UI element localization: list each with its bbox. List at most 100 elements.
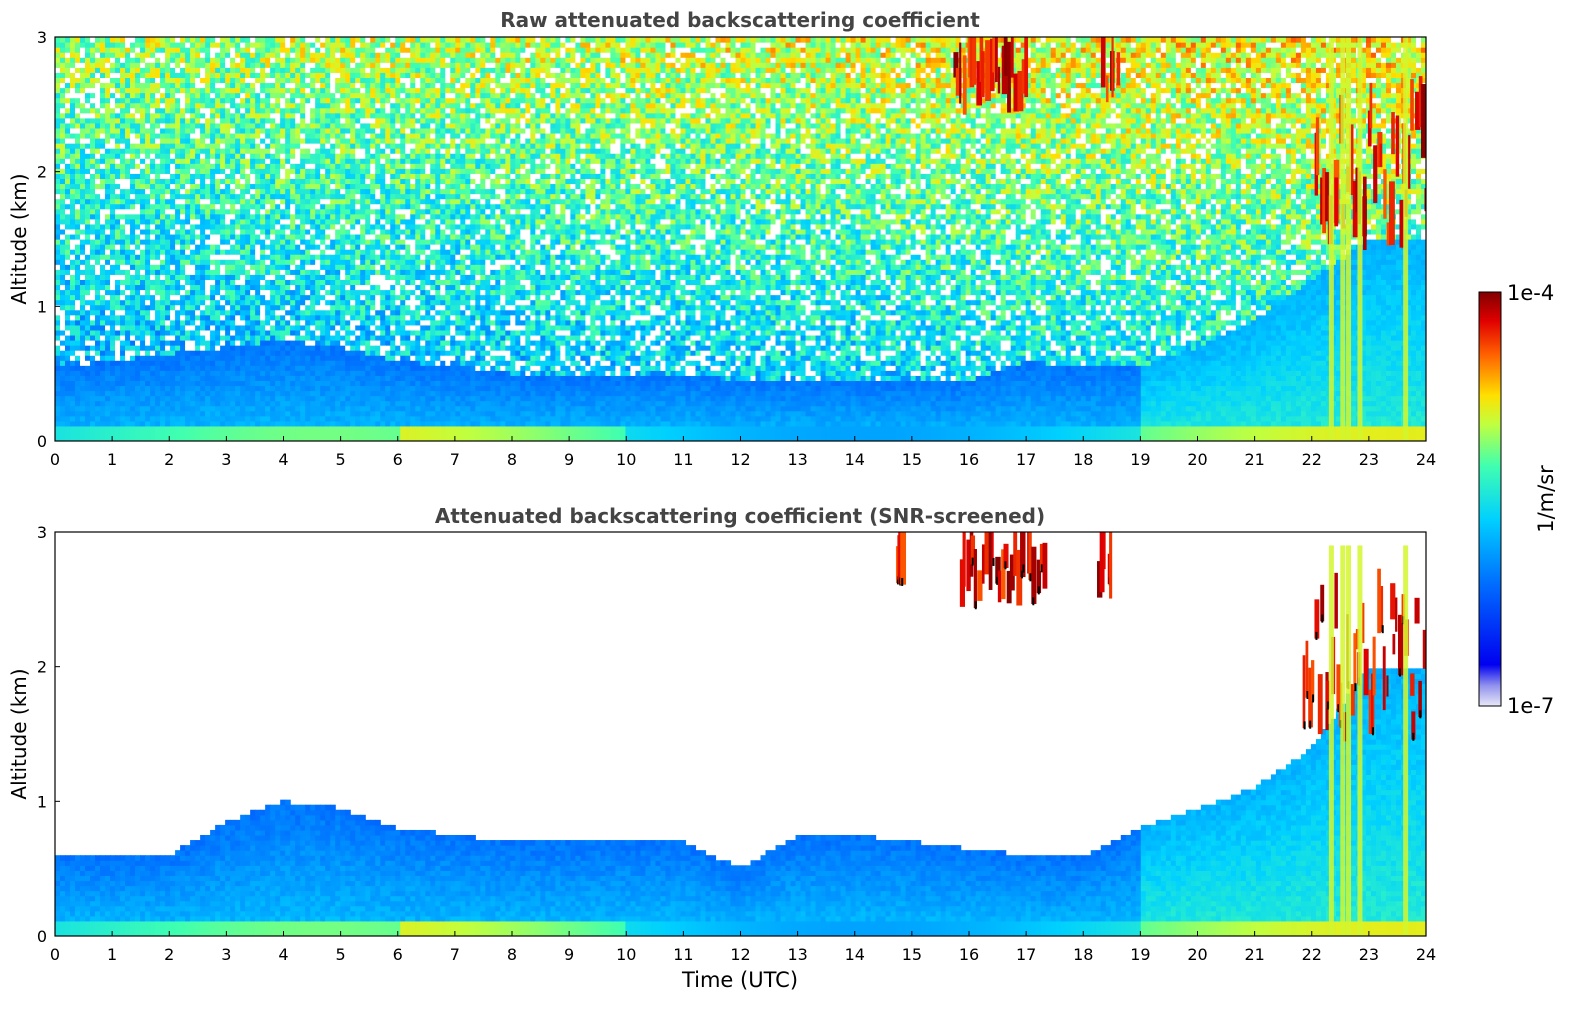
heatmap-cell xyxy=(120,259,126,265)
heatmap-cell xyxy=(135,365,141,371)
heatmap-cell xyxy=(135,193,141,200)
heatmap-cell xyxy=(160,218,166,225)
heatmap-cell xyxy=(295,400,301,407)
heatmap-cell xyxy=(335,274,341,280)
heatmap-cell xyxy=(275,319,281,326)
heatmap-cell xyxy=(330,223,336,230)
heatmap-cell xyxy=(140,395,146,402)
heatmap-cell xyxy=(180,415,186,422)
heatmap-cell xyxy=(195,254,201,260)
heatmap-cell xyxy=(360,213,366,220)
heatmap-cell xyxy=(215,239,221,245)
heatmap-cell xyxy=(350,193,356,200)
heatmap-cell xyxy=(355,430,361,437)
heatmap-cell xyxy=(120,158,126,164)
heatmap-cell xyxy=(135,132,141,139)
heatmap-cell xyxy=(215,52,221,58)
heatmap-cell xyxy=(285,158,291,164)
heatmap-cell xyxy=(305,72,311,78)
heatmap-cell xyxy=(195,52,201,58)
heatmap-cell xyxy=(205,340,211,346)
heatmap-cell xyxy=(190,97,196,104)
heatmap-cell xyxy=(305,329,311,336)
heatmap-cell xyxy=(115,218,121,225)
heatmap-cell xyxy=(215,168,221,174)
heatmap-cell xyxy=(220,188,226,195)
heatmap-cell xyxy=(95,254,101,260)
heatmap-cell xyxy=(165,158,171,164)
heatmap-cell xyxy=(295,92,301,99)
heatmap-cell xyxy=(250,279,256,286)
heatmap-cell xyxy=(320,188,326,195)
heatmap-cell xyxy=(280,117,286,124)
heatmap-cell xyxy=(355,259,361,265)
heatmap-cell xyxy=(345,249,351,255)
heatmap-cell xyxy=(350,360,356,366)
heatmap-cell xyxy=(265,138,271,144)
heatmap-cell xyxy=(355,360,361,366)
heatmap-cell xyxy=(155,188,161,195)
heatmap-cell xyxy=(330,279,336,286)
heatmap-cell xyxy=(280,425,286,432)
heatmap-cell xyxy=(110,340,116,346)
heatmap-cell xyxy=(145,107,151,114)
heatmap-cell xyxy=(270,42,276,48)
heatmap-cell xyxy=(240,87,246,94)
heatmap-cell xyxy=(330,148,336,154)
heatmap-cell xyxy=(305,213,311,220)
heatmap-cell xyxy=(255,42,261,48)
heatmap-cell xyxy=(345,395,351,402)
heatmap-cell xyxy=(115,334,121,341)
heatmap-cell xyxy=(335,299,341,306)
heatmap-cell xyxy=(300,390,306,397)
heatmap-cell xyxy=(220,385,226,392)
heatmap-cell xyxy=(215,223,221,230)
heatmap-cell xyxy=(70,218,76,225)
heatmap-cell xyxy=(80,57,86,63)
heatmap-cell xyxy=(190,213,196,220)
heatmap-cell xyxy=(170,345,176,351)
heatmap-cell xyxy=(235,148,241,154)
heatmap-cell xyxy=(145,304,151,311)
heatmap-cell xyxy=(270,274,276,280)
heatmap-cell xyxy=(350,430,356,437)
heatmap-cell xyxy=(280,132,286,139)
heatmap-cell xyxy=(365,420,371,427)
heatmap-cell xyxy=(140,329,146,336)
heatmap-cell xyxy=(255,77,261,84)
heatmap-cell xyxy=(250,198,256,205)
heatmap-cell xyxy=(355,380,361,387)
heatmap-cell xyxy=(90,415,96,422)
heatmap-cell xyxy=(255,289,261,296)
heatmap-cell xyxy=(305,385,311,392)
heatmap-cell xyxy=(270,153,276,159)
heatmap-cell xyxy=(160,435,166,441)
heatmap-cell xyxy=(305,375,311,381)
heatmap-cell xyxy=(345,375,351,381)
heatmap-cell xyxy=(155,319,161,326)
heatmap-cell xyxy=(135,122,141,129)
heatmap-cell xyxy=(315,380,321,387)
heatmap-cell xyxy=(100,259,106,265)
heatmap-cell xyxy=(340,380,346,387)
heatmap-cell xyxy=(205,239,211,245)
heatmap-cell xyxy=(240,193,246,200)
heatmap-cell xyxy=(140,360,146,366)
heatmap-cell xyxy=(135,420,141,427)
heatmap-cell xyxy=(340,304,346,311)
heatmap-cell xyxy=(315,430,321,437)
heatmap-cell xyxy=(155,415,161,422)
heatmap-cell xyxy=(135,37,141,43)
heatmap-cell xyxy=(255,97,261,104)
heatmap-cell xyxy=(340,168,346,174)
heatmap-cell xyxy=(225,62,231,68)
heatmap-cell xyxy=(140,92,146,99)
heatmap-cell xyxy=(245,405,251,412)
heatmap-cell xyxy=(365,284,371,291)
heatmap-cell xyxy=(220,400,226,407)
heatmap-cell xyxy=(350,208,356,215)
heatmap-cell xyxy=(195,380,201,387)
heatmap-cell xyxy=(100,390,106,397)
heatmap-cell xyxy=(70,340,76,346)
heatmap-cell xyxy=(245,415,251,422)
